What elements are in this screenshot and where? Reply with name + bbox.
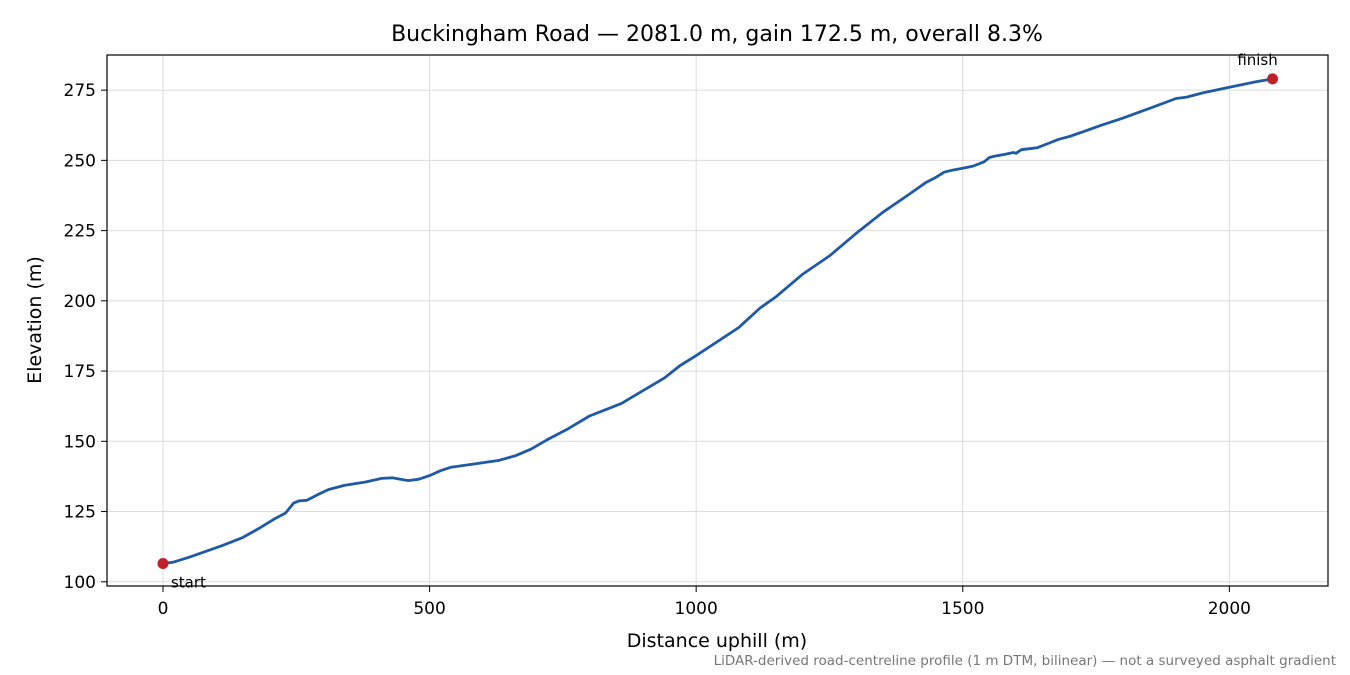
x-tick-label: 500: [413, 599, 445, 619]
y-tick-label: 200: [64, 292, 96, 312]
start-label: start: [171, 574, 206, 592]
y-tick-label: 150: [64, 432, 96, 452]
y-axis-ticks: 100 125 150 175 200 225 250 275: [64, 81, 107, 593]
elevation-profile-line: [161, 77, 1274, 565]
y-tick-label: 100: [64, 573, 96, 593]
grid-lines: [107, 55, 1328, 586]
y-tick-label: 275: [64, 81, 96, 101]
x-tick-label: 0: [158, 599, 169, 619]
y-tick-label: 125: [64, 503, 96, 523]
x-axis-label: Distance uphill (m): [627, 630, 807, 652]
y-tick-label: 250: [64, 151, 96, 171]
y-tick-label: 175: [64, 362, 96, 382]
x-tick-label: 1000: [675, 599, 718, 619]
footnote: LiDAR-derived road-centreline profile (1…: [714, 653, 1336, 669]
chart-title: Buckingham Road — 2081.0 m, gain 172.5 m…: [391, 22, 1043, 47]
finish-label: finish: [1237, 51, 1277, 69]
start-marker: [157, 558, 169, 570]
x-tick-label: 2000: [1208, 599, 1251, 619]
y-axis-label: Elevation (m): [24, 256, 46, 384]
series-layer: [161, 77, 1274, 565]
finish-marker: [1267, 73, 1279, 85]
y-tick-label: 225: [64, 222, 96, 242]
x-tick-label: 1500: [941, 599, 984, 619]
x-axis-ticks: 0 500 1000 1500 2000: [158, 586, 1251, 619]
plot-frame: [106, 54, 1329, 587]
marker-layer: start finish: [157, 51, 1279, 592]
